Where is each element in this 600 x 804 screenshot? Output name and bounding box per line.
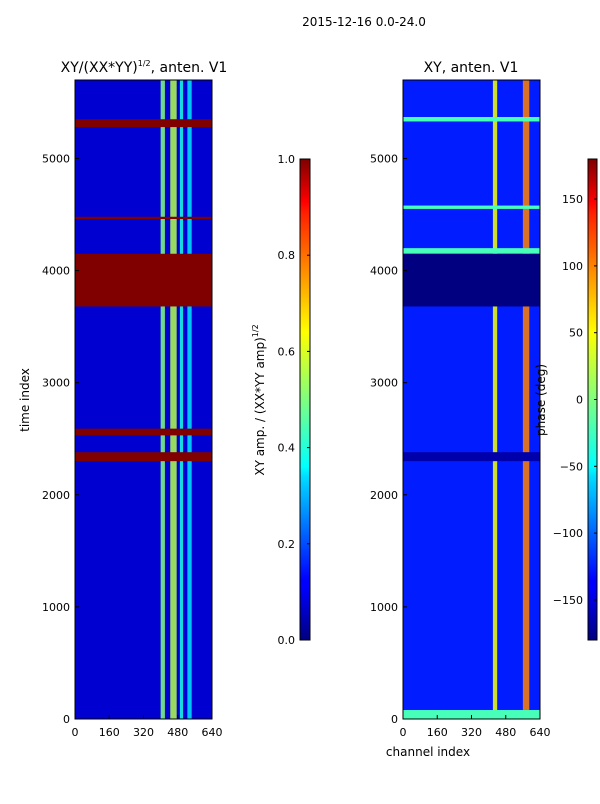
right-ytick-label: 1000 [370,601,398,614]
left-channel-band [170,80,177,719]
left-colorbar-ticks: 0.0 0.2 0.4 0.6 0.8 1.0 [278,153,310,647]
colorbar-tick-label: 1.0 [278,153,296,166]
left-ytick-label: 1000 [42,601,70,614]
right-panel-title: XY, anten. V1 [424,60,519,76]
left-title-sup: 1/2 [138,59,151,68]
right-ytick-label: 3000 [370,377,398,390]
left-xtick-label: 160 [99,726,120,739]
left-xticks: 0 160 320 480 640 [72,715,223,739]
right-ytick-label: 5000 [370,152,398,165]
colorbar-tick-label: −50 [560,460,583,473]
right-flag-row [403,248,540,254]
colorbar-tick-label: 0.8 [278,249,296,262]
left-xtick-label: 320 [133,726,154,739]
left-masked-block [75,119,212,128]
right-xtick-label: 0 [400,726,407,739]
left-xtick-label: 480 [167,726,188,739]
left-colorbar-label: XY amp. / (XX*YY amp)1/2 [251,324,267,475]
right-flag-row [403,205,540,209]
colorbar-tick-label: 0 [576,394,583,407]
left-xtick-label: 0 [72,726,79,739]
left-channel-band [179,80,184,719]
right-yticks: 0 1000 2000 3000 4000 5000 [370,152,407,726]
left-channel-band [187,80,192,719]
left-ytick-label: 5000 [42,152,70,165]
colorbar-tick-label: 150 [562,193,583,206]
right-xlabel: channel index [386,745,470,759]
figure-suptitle: 2015-12-16 0.0-24.0 [302,15,426,29]
left-ytick-label: 3000 [42,377,70,390]
right-channel-band [492,80,498,719]
right-heatmap-background [403,80,540,719]
right-ytick-label: 4000 [370,265,398,278]
left-ytick-label: 0 [63,713,70,726]
left-title-rest: , anten. V1 [151,60,228,76]
colorbar-tick-label: 50 [569,327,583,340]
right-xtick-label: 160 [427,726,448,739]
left-masked-block [75,253,212,307]
left-ylabel: time index [18,368,32,432]
right-masked-block [403,253,540,307]
colorbar-tick-label: −100 [553,527,583,540]
right-masked-block [403,452,540,462]
left-heatmap [75,80,212,719]
left-xtick-label: 640 [202,726,223,739]
right-xtick-label: 640 [530,726,551,739]
colorbar-tick-label: 0.2 [278,538,296,551]
left-colorbar-label-main: XY amp. / (XX*YY amp) [253,337,267,475]
right-heatmap [403,80,540,719]
left-masked-block [75,216,212,220]
right-xtick-label: 320 [461,726,482,739]
left-channel-band [160,80,165,719]
left-yticks: 0 1000 2000 3000 4000 5000 [42,152,79,726]
left-ytick-label: 4000 [42,265,70,278]
right-xtick-label: 480 [495,726,516,739]
right-ytick-label: 2000 [370,489,398,502]
left-ytick-label: 2000 [42,489,70,502]
left-colorbar-label-sup: 1/2 [251,324,260,337]
left-masked-block [75,452,212,462]
right-ytick-label: 0 [391,713,398,726]
right-colorbar-ticks: 150 100 50 0 −50 −100 −150 [553,193,597,607]
right-flag-row [403,710,540,719]
colorbar-tick-label: 100 [562,260,583,273]
colorbar-tick-label: 0.4 [278,442,296,455]
right-xticks: 0 160 320 480 640 [400,715,551,739]
left-panel-title: XY/(XX*YY)1/2, anten. V1 [61,59,228,76]
right-channel-band [522,80,530,719]
colorbar-tick-label: −150 [553,594,583,607]
right-flag-row [403,116,540,122]
left-masked-block [75,428,212,436]
left-colorbar [299,158,311,641]
right-colorbar-label: phase (deg) [534,364,548,436]
colorbar-tick-label: 0.0 [278,634,296,647]
colorbar-tick-label: 0.6 [278,345,296,358]
left-title-main: XY/(XX*YY) [61,60,138,76]
